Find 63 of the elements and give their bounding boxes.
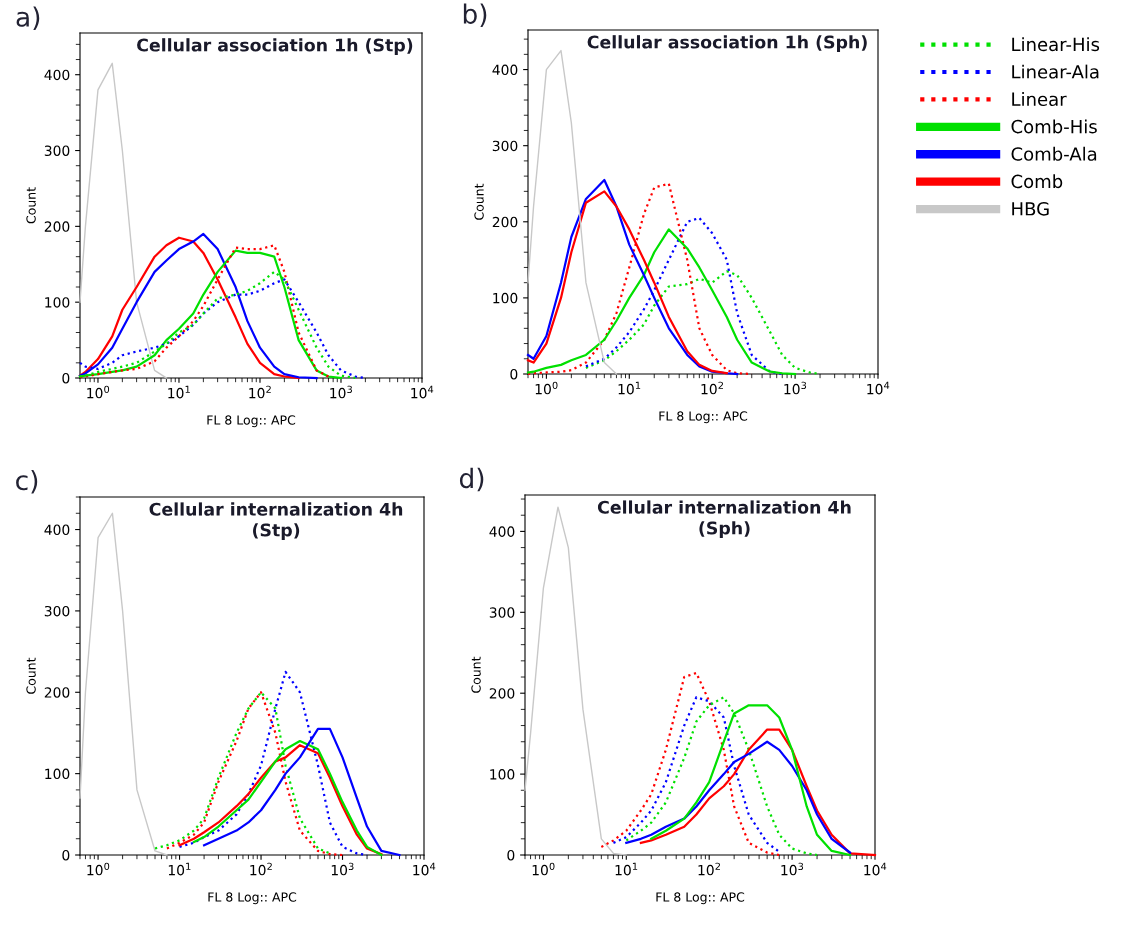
y-tick-label: 300 bbox=[44, 605, 70, 617]
x-tick-label: 10$^{0}$ bbox=[87, 862, 110, 876]
x-tick-label: 10$^{2}$ bbox=[250, 862, 272, 876]
y-axis-title: Count bbox=[474, 183, 484, 220]
x-axis-title: FL 8 Log:: APC bbox=[208, 892, 297, 905]
y-axis-title: Count bbox=[471, 656, 481, 693]
chart-title: Cellular association 1h (Sph) bbox=[587, 35, 867, 52]
x-tick-label: 10$^{2}$ bbox=[701, 381, 723, 395]
text: a) bbox=[16, 6, 40, 30]
y-tick-label: 400 bbox=[492, 64, 518, 76]
y-axis-title: Count bbox=[26, 187, 36, 224]
x-tick-label: 10$^{3}$ bbox=[330, 385, 352, 399]
x-tick-label: 10$^{2}$ bbox=[249, 385, 271, 399]
x-tick-label: 10$^{3}$ bbox=[781, 862, 804, 876]
x-axis-title: FL 8 Log:: APC bbox=[659, 411, 748, 424]
x-tick-label: 10$^{4}$ bbox=[413, 862, 436, 876]
legend-label: Linear-His bbox=[1012, 37, 1100, 52]
y-tick-label: 0 bbox=[507, 849, 515, 861]
y-tick-label: 100 bbox=[45, 297, 70, 308]
x-tick-label: 10$^{2}$ bbox=[698, 862, 720, 876]
y-tick-label: 100 bbox=[45, 768, 70, 780]
x-tick-label: 10$^{4}$ bbox=[864, 862, 887, 876]
y-tick-label: 0 bbox=[62, 372, 70, 384]
y-tick-label: 400 bbox=[44, 69, 70, 81]
text: c) bbox=[16, 469, 38, 494]
text: Cellular internalization 4h (Stp) bbox=[149, 502, 403, 540]
legend-label: Comb-Ala bbox=[1011, 146, 1097, 161]
y-tick-label: 200 bbox=[44, 687, 70, 698]
x-tick-label: 10$^{1}$ bbox=[168, 862, 191, 876]
text: Cellular internalization 4h (Sph) bbox=[597, 500, 851, 538]
y-tick-label: 300 bbox=[489, 607, 515, 618]
x-tick-label: 10$^{0}$ bbox=[532, 862, 555, 876]
x-tick-label: 10$^{0}$ bbox=[87, 385, 110, 399]
x-tick-label: 10$^{0}$ bbox=[535, 381, 558, 395]
x-tick-label: 10$^{3}$ bbox=[331, 862, 354, 876]
y-tick-label: 100 bbox=[493, 292, 518, 304]
y-tick-label: 400 bbox=[489, 526, 515, 537]
legend-label: Comb-His bbox=[1011, 119, 1097, 134]
chart-title: Cellular association 1h (Stp) bbox=[137, 38, 413, 55]
x-tick-label: 10$^{1}$ bbox=[615, 862, 638, 876]
x-tick-label: 10$^{1}$ bbox=[618, 381, 641, 395]
x-tick-label: 10$^{4}$ bbox=[867, 381, 890, 395]
x-axis-title: FL 8 Log:: APC bbox=[656, 892, 745, 905]
y-tick-label: 200 bbox=[492, 216, 518, 228]
y-tick-label: 400 bbox=[44, 524, 70, 536]
text: b) bbox=[463, 3, 487, 27]
x-axis-title: FL 8 Log:: APC bbox=[207, 415, 296, 428]
x-tick-label: 10$^{4}$ bbox=[411, 385, 434, 399]
legend-label: Comb bbox=[1011, 174, 1063, 189]
y-tick-label: 0 bbox=[62, 849, 70, 861]
y-tick-label: 300 bbox=[44, 145, 70, 156]
y-axis-title: Count bbox=[26, 657, 36, 694]
y-tick-label: 200 bbox=[44, 221, 70, 232]
y-tick-label: 300 bbox=[492, 140, 518, 152]
x-tick-label: 10$^{1}$ bbox=[168, 385, 190, 399]
y-tick-label: 200 bbox=[489, 688, 515, 699]
legend-label: Linear bbox=[1012, 92, 1067, 107]
legend-label: HBG bbox=[1012, 201, 1049, 216]
x-tick-label: 10$^{3}$ bbox=[784, 381, 807, 395]
y-tick-label: 0 bbox=[510, 368, 518, 380]
y-tick-label: 100 bbox=[490, 769, 515, 780]
text: d) bbox=[459, 467, 484, 492]
legend-label: Linear-Ala bbox=[1012, 64, 1099, 79]
